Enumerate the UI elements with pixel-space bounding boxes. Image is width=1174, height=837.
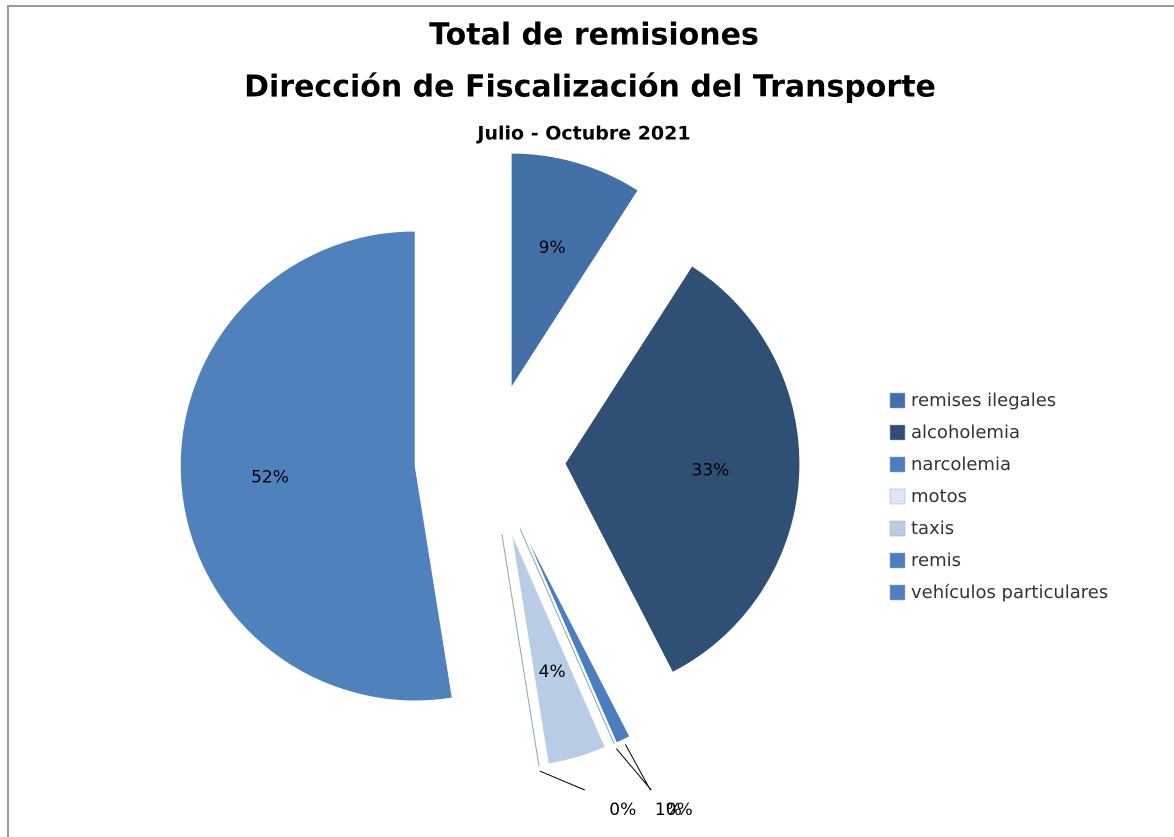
data-label: 1% (655, 800, 682, 820)
legend-label: remises ilegales (911, 390, 1056, 411)
legend-swatch (889, 392, 906, 409)
legend-swatch (889, 488, 906, 505)
chart-title: Total de remisiones (429, 18, 759, 53)
legend-swatch (889, 520, 906, 537)
legend-label: alcoholemia (911, 422, 1020, 443)
data-label: 9% (539, 238, 566, 258)
chart-period: Julio - Octubre 2021 (475, 123, 690, 145)
legend-swatch (889, 456, 906, 473)
chart-frame (7, 5, 1174, 837)
legend-label: taxis (911, 518, 954, 539)
pie-slice (501, 533, 540, 767)
data-label: 33% (692, 461, 730, 481)
data-label: 0% (666, 800, 693, 820)
data-label: 4% (539, 662, 566, 682)
data-label: 0% (609, 800, 636, 820)
data-label: 52% (251, 467, 289, 487)
legend-label: remis (911, 550, 961, 571)
legend-swatch (889, 424, 906, 441)
pie-slice (564, 265, 801, 674)
leader-line (624, 744, 651, 791)
chart-subtitle: Dirección de Fiscalización del Transport… (244, 70, 936, 105)
pie-slice (510, 531, 607, 765)
legend-label: vehículos particulares (911, 582, 1108, 603)
pie-slice (510, 152, 639, 390)
legend-swatch (889, 584, 906, 601)
legend-label: narcolemia (911, 454, 1011, 475)
leader-line (539, 770, 585, 791)
leader-line (615, 748, 652, 791)
pie-slice (519, 528, 615, 745)
pie-slice (521, 527, 631, 744)
pie-slice (179, 230, 453, 702)
legend-swatch (889, 552, 906, 569)
legend-label: motos (911, 486, 967, 507)
